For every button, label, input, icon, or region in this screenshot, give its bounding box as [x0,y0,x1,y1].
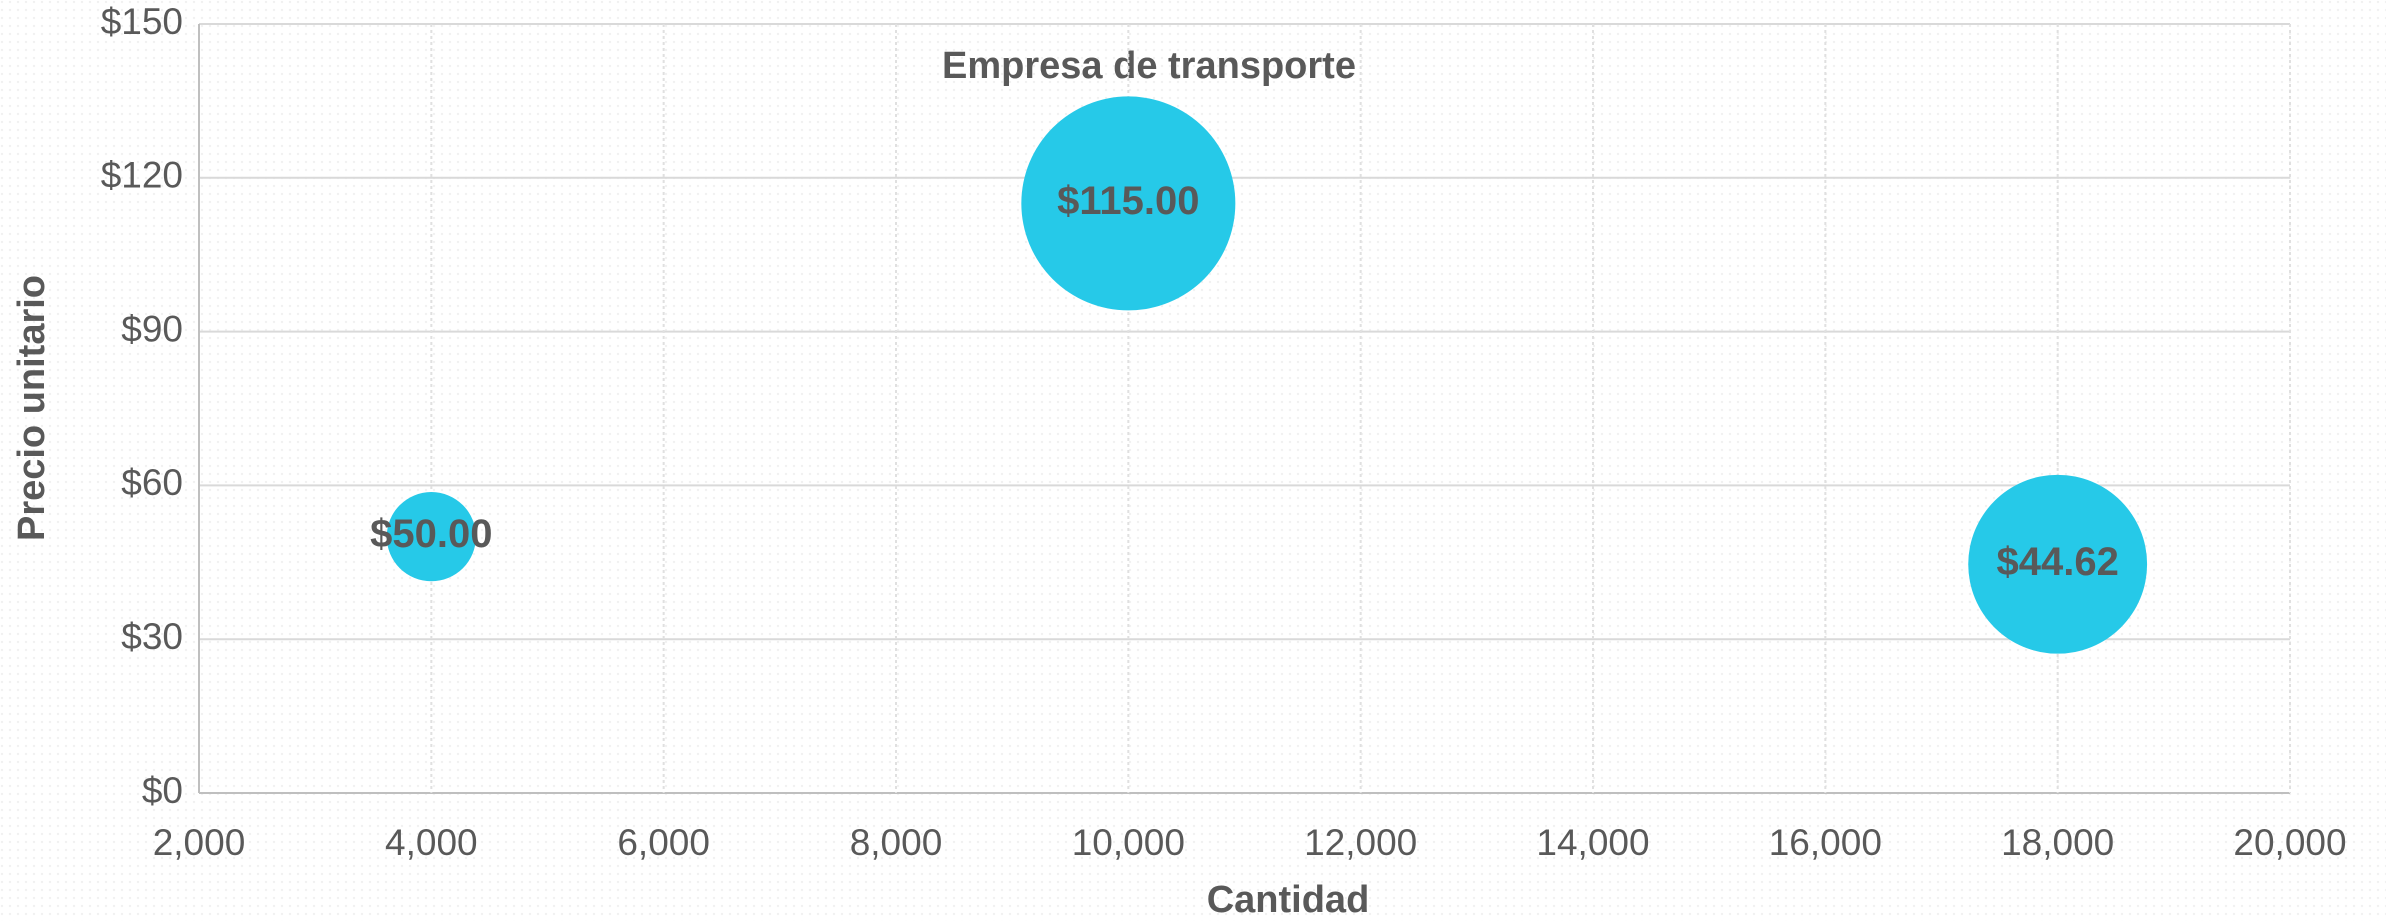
x-tick-label: 14,000 [1536,822,1649,863]
y-axis-title: Precio unitario [11,275,53,541]
y-tick-label: $0 [142,770,183,811]
bubble [386,492,476,582]
y-tick-label: $30 [121,616,183,657]
x-tick-label: 10,000 [1072,822,1185,863]
data-label: $50.00 [370,512,492,556]
y-tick-label: $60 [121,462,183,503]
series-label: Empresa de transporte [942,45,1356,87]
x-tick-label: 20,000 [2233,822,2346,863]
x-tick-label: 8,000 [850,822,943,863]
x-axis-title: Cantidad [1207,879,1370,921]
x-tick-label: 4,000 [385,822,478,863]
x-tick-label: 6,000 [617,822,710,863]
y-tick-label: $120 [101,155,183,196]
x-tick-label: 12,000 [1304,822,1417,863]
bubble [1021,96,1236,311]
data-label: $115.00 [1057,179,1199,223]
x-tick-label: 2,000 [153,822,246,863]
bubble [1968,474,2148,654]
x-tick-label: 18,000 [2001,822,2114,863]
x-tick-label: 16,000 [1769,822,1882,863]
y-tick-label: $150 [101,1,183,42]
y-tick-label: $90 [121,308,183,349]
data-label: $44.62 [1996,540,2118,584]
